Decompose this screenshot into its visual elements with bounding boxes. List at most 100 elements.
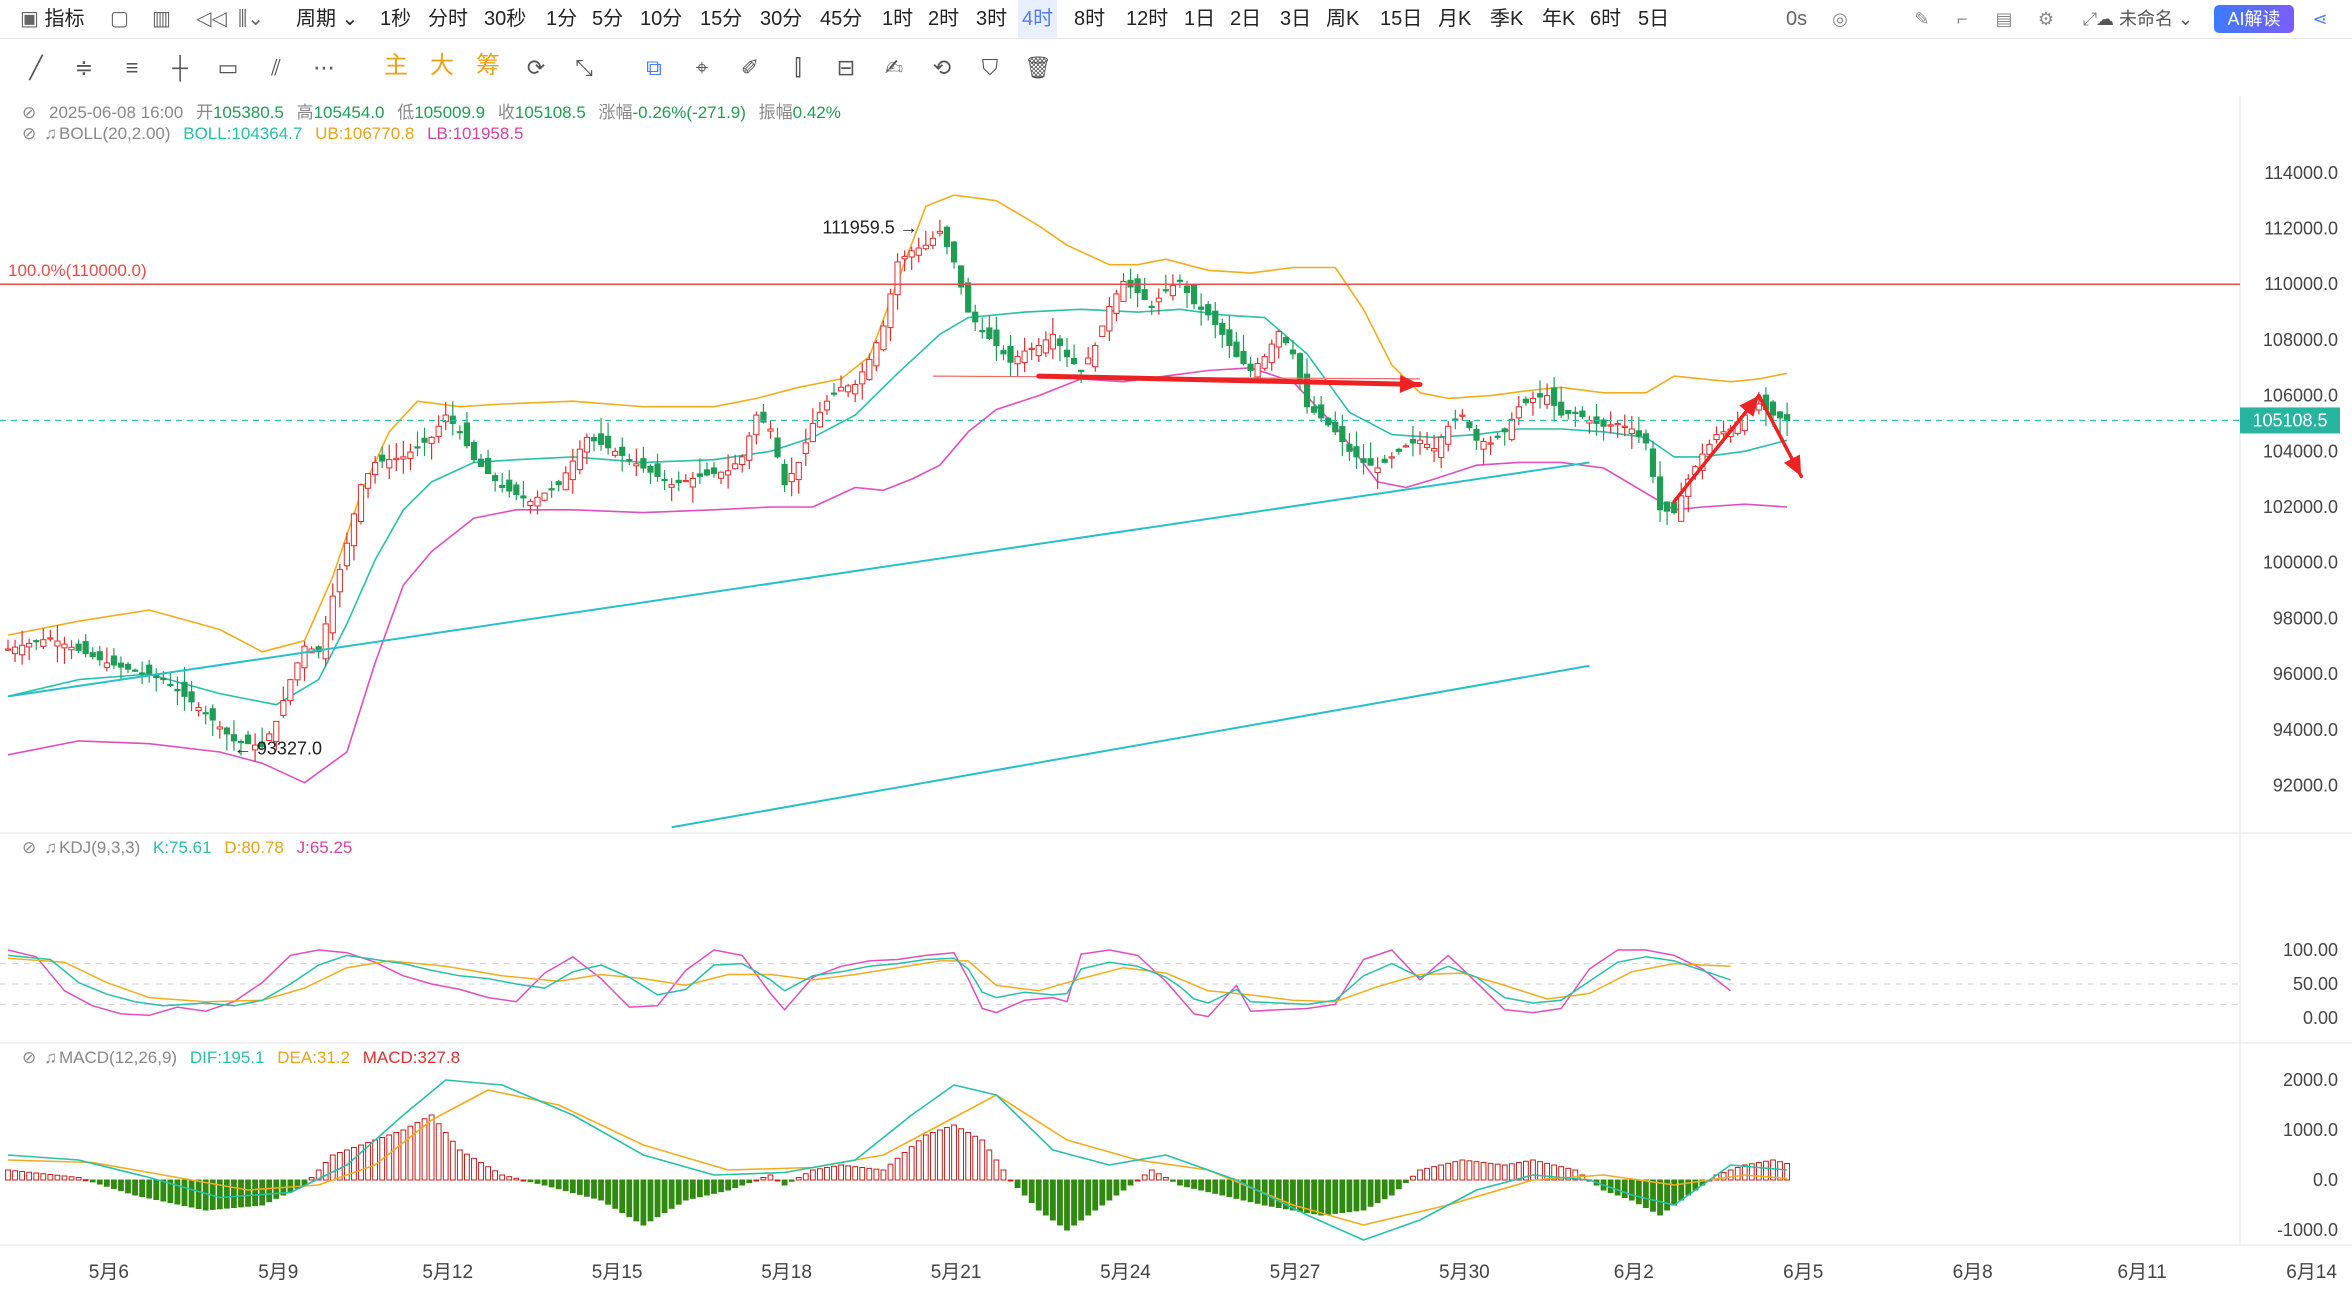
candle-body (1678, 495, 1685, 522)
ray-tool-icon[interactable]: ┼ (172, 55, 188, 80)
replay-icon[interactable]: ◁◁ (196, 8, 227, 30)
collapse-icon[interactable]: ⊘ (22, 124, 37, 143)
macd-bar (1127, 1179, 1134, 1186)
macd-bar (548, 1179, 555, 1188)
macd-bar (308, 1177, 315, 1181)
macd-bar (951, 1124, 957, 1181)
channel-tool-icon[interactable]: ≡ (125, 55, 139, 80)
macd-bar (1487, 1162, 1494, 1181)
period-7[interactable]: 30分 (760, 8, 803, 30)
magnet-icon[interactable]: ⌖ (695, 55, 709, 80)
calendar-icon[interactable]: ▢ (110, 8, 129, 30)
trash-icon[interactable]: 🗑 (1024, 55, 1052, 80)
period-21[interactable]: 季K (1490, 8, 1524, 30)
macd-bar (633, 1179, 640, 1222)
period-9[interactable]: 1时 (882, 8, 914, 30)
period-6[interactable]: 15分 (700, 8, 743, 30)
hline-tool-icon[interactable]: ≑ (74, 55, 94, 80)
more-tools-icon[interactable]: ⋯ (313, 55, 335, 80)
period-dropdown[interactable]: 周期 ⌄ (296, 8, 359, 30)
macd-bar (1523, 1160, 1529, 1181)
macd-bar (1374, 1179, 1381, 1203)
indicator-icon[interactable]: ⫿ (794, 55, 802, 80)
candle-body (809, 422, 816, 443)
settings-icon[interactable]: ⚙ (2037, 9, 2055, 29)
candle-body (1092, 344, 1099, 368)
period-16[interactable]: 2日 (1230, 8, 1262, 30)
candle-body (788, 473, 795, 483)
macd-bar (1332, 1179, 1339, 1214)
candle-body (153, 675, 160, 679)
camera-icon[interactable]: ◎ (1832, 9, 1848, 29)
collapse-icon[interactable]: ⊘ (22, 838, 37, 857)
macd-bar (181, 1179, 188, 1206)
candle-body (958, 265, 965, 288)
fib-tool-icon[interactable]: ⫽ (271, 55, 281, 80)
period-15[interactable]: 1日 (1184, 8, 1216, 30)
macd-bar (781, 1179, 788, 1186)
copy-icon[interactable]: ⧉ (646, 55, 662, 80)
macd-bar (1664, 1179, 1670, 1211)
alert-icon[interactable]: ⟲ (932, 55, 952, 80)
period-14[interactable]: 12时 (1126, 8, 1169, 30)
period-8[interactable]: 45分 (820, 8, 863, 30)
period-1[interactable]: 分时 (428, 8, 468, 30)
period-19[interactable]: 15日 (1380, 8, 1423, 30)
rect-tool-icon[interactable]: ▭ (217, 55, 239, 80)
layout-name-dropdown[interactable]: ☁ 未命名 ⌄ (2096, 9, 2194, 29)
candle-body (19, 644, 26, 656)
macd-bar (1402, 1179, 1409, 1183)
bell-icon[interactable]: ♫ (44, 124, 57, 143)
layout-icon[interactable]: ▥ (152, 8, 171, 30)
price-tick-label: 104000.0 (2263, 441, 2338, 461)
bell-icon[interactable]: ♫ (44, 838, 57, 857)
period-17[interactable]: 3日 (1280, 8, 1312, 30)
brush-icon[interactable]: ✐ (740, 55, 760, 80)
lock-icon[interactable]: ⊟ (836, 55, 856, 80)
measure-icon[interactable]: ⤡ (575, 55, 593, 80)
period-5[interactable]: 10分 (640, 8, 683, 30)
chart-type-icon[interactable]: ⫼⌄ (238, 8, 264, 30)
period-24[interactable]: 5日 (1638, 8, 1670, 30)
kdj-tick-label: 50.00 (2293, 974, 2338, 994)
large-order-button[interactable]: 大 (430, 52, 454, 79)
fullscreen-icon[interactable]: ⤢ (2082, 9, 2098, 29)
macd-bar (329, 1154, 336, 1181)
candle-body (1529, 397, 1537, 403)
ai-analysis-button[interactable]: AI解读 (2214, 5, 2294, 33)
period-11[interactable]: 3时 (976, 8, 1008, 30)
macd-bar (1388, 1179, 1395, 1196)
collapse-icon[interactable]: ⊘ (22, 103, 37, 122)
period-12[interactable]: 4时 (1018, 0, 1058, 38)
period-10[interactable]: 2时 (928, 8, 960, 30)
crop-icon[interactable]: ⌐ (1956, 9, 1968, 29)
candle-body (1572, 411, 1579, 414)
time-tick-label: 5月18 (761, 1262, 812, 1283)
bell-icon[interactable]: ♫ (44, 1048, 57, 1067)
period-3[interactable]: 1分 (546, 8, 578, 30)
chip-distribution-button[interactable]: 筹 (476, 52, 500, 79)
time-tick-label: 5月21 (931, 1262, 982, 1283)
candle-body (1374, 467, 1381, 474)
period-4[interactable]: 5分 (592, 8, 624, 30)
note-icon[interactable]: ✍ (884, 55, 904, 80)
period-13[interactable]: 8时 (1074, 8, 1106, 30)
share-icon[interactable]: ⋖ (2312, 9, 2328, 29)
period-0[interactable]: 1秒 (380, 8, 412, 30)
candle-body (188, 691, 195, 703)
filter-icon[interactable]: ⛉ (981, 55, 999, 80)
line-tool-icon[interactable]: ╱ (29, 55, 43, 80)
indicators-button[interactable]: ▣ 指标 (20, 8, 85, 30)
period-2[interactable]: 30秒 (484, 8, 527, 30)
period-23[interactable]: 6时 (1590, 8, 1622, 30)
macd-bar (1226, 1179, 1233, 1198)
period-18[interactable]: 周K (1326, 8, 1360, 30)
period-20[interactable]: 月K (1438, 8, 1472, 30)
main-chart-button[interactable]: 主 (384, 52, 408, 79)
period-22[interactable]: 年K (1542, 8, 1576, 30)
sync-icon[interactable]: ⟳ (526, 55, 546, 80)
collapse-icon[interactable]: ⊘ (22, 1048, 37, 1067)
pen-icon[interactable]: ✎ (1914, 9, 1930, 29)
snapshot-icon[interactable]: ▤ (1995, 9, 2013, 29)
